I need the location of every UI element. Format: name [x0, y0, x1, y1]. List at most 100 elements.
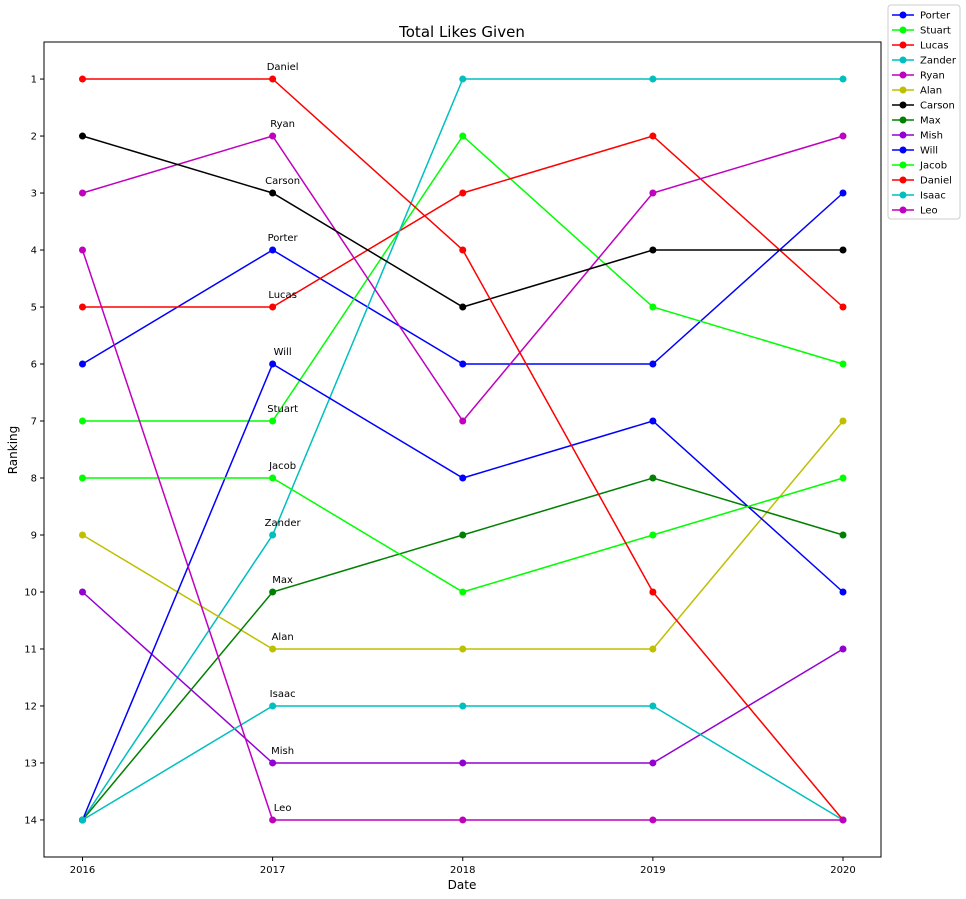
annotation-leo: Leo [274, 803, 292, 814]
series-porter [79, 189, 847, 368]
data-point [79, 132, 86, 140]
data-point [839, 246, 847, 254]
legend-marker [899, 146, 907, 154]
data-point [649, 816, 657, 824]
series-line [82, 135, 843, 308]
series-line [82, 192, 844, 365]
data-point [79, 246, 86, 254]
chart-title: Total Likes Given [398, 23, 525, 41]
y-tick-label: 10 [24, 587, 37, 598]
x-tick-label: 2017 [260, 865, 285, 876]
data-point [459, 816, 467, 824]
legend-label: Ryan [920, 71, 945, 82]
legend-frame [887, 4, 961, 220]
data-point [459, 702, 467, 710]
annotation-mish: Mish [271, 746, 294, 757]
series-daniel [79, 75, 847, 824]
x-tick-label: 2019 [640, 865, 665, 876]
y-axis-label: Ranking [6, 426, 20, 475]
data-point [269, 816, 277, 824]
data-point [649, 588, 657, 596]
data-point [839, 189, 847, 197]
data-point [649, 75, 657, 83]
data-point [459, 417, 467, 425]
data-point [459, 531, 467, 539]
x-tick-label: 2020 [830, 865, 855, 876]
data-point [79, 75, 86, 83]
legend-marker [899, 71, 907, 79]
series-leo [79, 246, 847, 824]
data-point [269, 474, 277, 482]
legend-label: Jacob [919, 161, 947, 172]
data-point [649, 474, 657, 482]
series-layer [79, 75, 847, 824]
data-point [839, 474, 847, 482]
series-carson [79, 132, 847, 311]
data-point [269, 588, 277, 596]
data-point [839, 303, 847, 311]
legend-marker [899, 206, 907, 214]
legend-marker [899, 116, 907, 124]
annotation-zander: Zander [265, 518, 302, 529]
data-point [269, 759, 277, 767]
data-point [269, 132, 277, 140]
data-point [79, 303, 86, 311]
data-point [79, 417, 86, 425]
legend-label: Isaac [920, 191, 946, 202]
y-tick-label: 11 [24, 644, 37, 655]
data-point [269, 189, 277, 197]
annotation-porter: Porter [268, 233, 299, 244]
y-tick-label: 2 [31, 132, 37, 143]
legend-label: Stuart [920, 26, 951, 37]
data-point [649, 531, 657, 539]
legend-marker [899, 131, 907, 139]
data-point [649, 303, 657, 311]
data-point [459, 645, 467, 653]
data-point [269, 531, 277, 539]
data-point [269, 645, 277, 653]
data-point [649, 360, 657, 368]
annotation-will: Will [274, 347, 292, 358]
data-point [459, 132, 467, 140]
legend-label: Max [920, 116, 941, 127]
series-mish [79, 588, 847, 767]
x-axis: 2016 2017 2018 2019 2020 [70, 857, 856, 876]
data-point [649, 417, 657, 425]
y-tick-label: 8 [31, 473, 37, 484]
data-point [839, 132, 847, 140]
legend-label: Daniel [920, 176, 952, 187]
legend-label: Lucas [920, 41, 949, 52]
series-line [82, 134, 844, 422]
data-point [459, 189, 467, 197]
legend-label: Mish [920, 131, 943, 142]
legend-marker [899, 41, 907, 49]
series-line [82, 135, 844, 423]
data-point [839, 360, 847, 368]
data-point [649, 246, 657, 254]
data-point [269, 303, 277, 311]
data-point [269, 417, 277, 425]
data-point [459, 474, 467, 482]
series-line [82, 135, 844, 308]
legend-label: Porter [920, 11, 951, 22]
y-tick-label: 6 [31, 360, 37, 371]
y-tick-label: 4 [31, 246, 37, 257]
series-jacob [79, 474, 847, 596]
x-tick-label: 2018 [450, 865, 475, 876]
series-alan [79, 417, 847, 653]
data-point [459, 303, 467, 311]
data-point [839, 588, 847, 596]
annotation-ryan: Ryan [270, 119, 295, 130]
data-point [459, 588, 467, 596]
x-axis-label: Date [448, 878, 477, 892]
legend: Porter Stuart Lucas Zander Ryan Alan Carson Max… [887, 4, 961, 220]
legend-label: Leo [920, 206, 938, 217]
legend-label: Alan [920, 86, 942, 97]
data-point [79, 531, 86, 539]
annotation-daniel: Daniel [267, 62, 299, 73]
y-tick-label: 3 [31, 189, 37, 200]
y-tick-label: 5 [31, 303, 37, 314]
data-point [79, 588, 86, 596]
